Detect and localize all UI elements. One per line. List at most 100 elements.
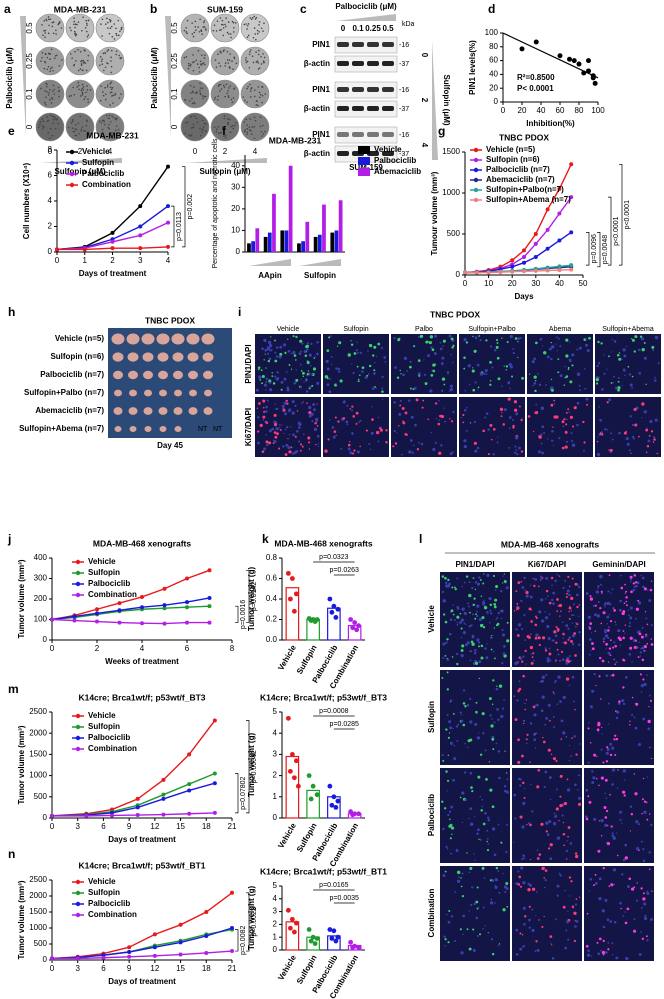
stain [565, 423, 567, 425]
stain [516, 953, 519, 956]
stain [630, 578, 632, 580]
stain [610, 883, 613, 886]
colony [248, 23, 250, 25]
stain [293, 451, 296, 454]
colony [190, 92, 192, 94]
data-point [95, 611, 99, 615]
stain [274, 340, 276, 342]
stain [418, 336, 420, 338]
data-point [522, 269, 526, 273]
colony [105, 99, 107, 101]
stain [598, 377, 600, 379]
data-point [522, 248, 526, 252]
stain [604, 354, 605, 355]
data-point [163, 622, 167, 626]
stain [562, 420, 565, 423]
data-point [333, 615, 338, 620]
stain [410, 388, 412, 390]
protein-label: PIN1 [312, 40, 330, 49]
stain [453, 713, 455, 715]
stain [400, 373, 401, 374]
stain [328, 438, 330, 440]
stain [309, 354, 312, 357]
stain [567, 589, 570, 592]
legend-label: Palbociclib [88, 579, 130, 588]
colony [49, 89, 51, 91]
stain [283, 343, 286, 346]
stain [290, 353, 292, 355]
legend-label: Vehicle (n=5) [486, 145, 535, 154]
stain [591, 770, 593, 772]
data-point [534, 269, 538, 273]
stain [645, 384, 646, 385]
stain [562, 731, 565, 734]
legend-label: Vehicle [88, 711, 116, 720]
y-tick-label: 2000 [29, 891, 47, 900]
stain [460, 712, 462, 714]
micrograph [440, 866, 510, 961]
y-tick-label: 1 [273, 932, 278, 941]
colony [264, 57, 266, 59]
x-axis-label: Weeks of treatment [105, 657, 179, 666]
stain [257, 416, 259, 418]
stain [545, 577, 548, 580]
stain [567, 840, 568, 841]
stain [480, 339, 481, 340]
stain [509, 416, 512, 419]
stain [566, 441, 568, 443]
data-point [309, 797, 314, 802]
stain [448, 755, 449, 756]
stain [532, 888, 535, 891]
x-axis-label: Days of treatment [108, 977, 176, 986]
colony [229, 119, 231, 121]
stain [565, 736, 567, 738]
stain [559, 700, 562, 703]
x-axis-label: Inhibition(%) [526, 119, 575, 128]
stain [300, 386, 302, 388]
stain [477, 389, 478, 390]
stain [502, 582, 503, 583]
stain [300, 379, 301, 380]
stain [467, 928, 469, 930]
stain [584, 388, 586, 390]
stain [338, 370, 340, 372]
colony [191, 116, 193, 118]
colony [232, 101, 234, 103]
data-point [136, 805, 140, 809]
stain [499, 943, 500, 944]
colony [257, 62, 259, 64]
data-point [569, 268, 573, 272]
stain [607, 918, 610, 921]
stain [336, 384, 337, 385]
stain [566, 419, 567, 420]
stain [461, 637, 463, 639]
colony [221, 88, 223, 90]
colony [246, 119, 248, 121]
stain [569, 876, 571, 878]
chart-title: MDA-MB-231 [86, 130, 139, 140]
stain [534, 375, 537, 378]
stain [307, 373, 309, 375]
stain [345, 421, 348, 424]
stain [601, 591, 603, 593]
stain [474, 649, 476, 651]
stain [274, 376, 276, 378]
stain [497, 719, 499, 721]
stain [358, 421, 359, 422]
colony [223, 118, 225, 120]
stain [394, 366, 397, 369]
colony [227, 90, 229, 92]
stain [490, 879, 492, 881]
stain [571, 737, 573, 739]
stain [514, 817, 516, 819]
stain [347, 423, 349, 425]
stain [553, 716, 555, 718]
stain [514, 400, 517, 403]
stain [579, 347, 582, 350]
colony [103, 53, 105, 55]
stain [575, 855, 578, 858]
colony [49, 58, 51, 60]
row-label: Sulfopin+Abema (n=7) [19, 424, 104, 433]
row-label: Combination [427, 888, 436, 937]
stain [588, 337, 591, 340]
